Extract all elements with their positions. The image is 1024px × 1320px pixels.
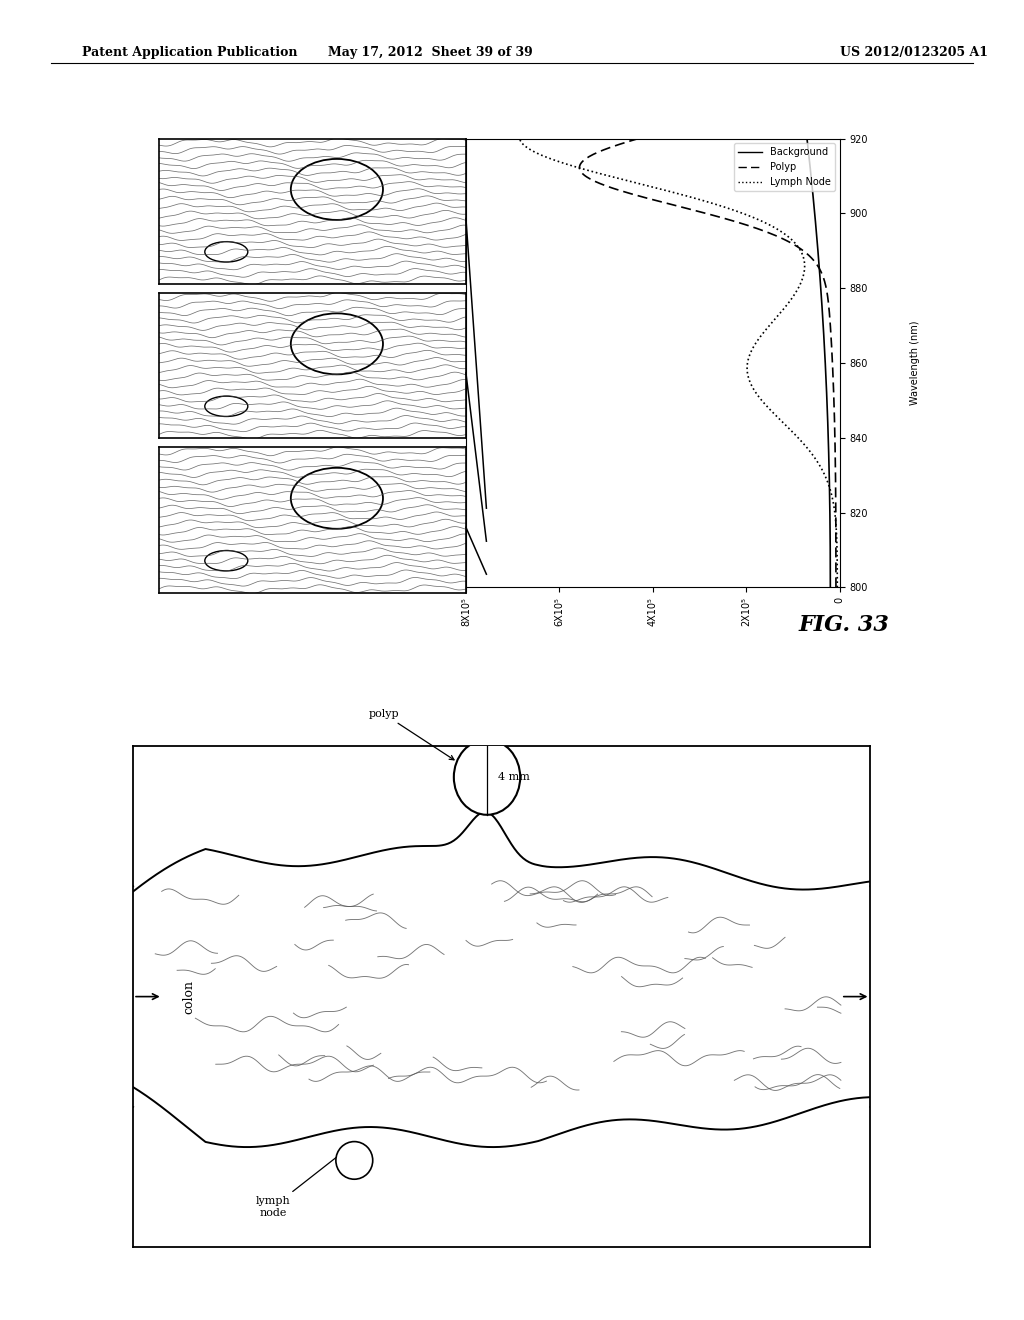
Ellipse shape bbox=[336, 1142, 373, 1179]
Ellipse shape bbox=[454, 739, 520, 814]
Line: Background: Background bbox=[807, 139, 830, 587]
Text: May 17, 2012  Sheet 39 of 39: May 17, 2012 Sheet 39 of 39 bbox=[328, 46, 532, 59]
Polyp bbox=[808, 253, 820, 269]
Background bbox=[821, 401, 834, 417]
Lymph Node bbox=[831, 579, 844, 595]
Legend: Background, Polyp, Lymph Node: Background, Polyp, Lymph Node bbox=[734, 144, 835, 191]
Lymph Node bbox=[798, 253, 810, 269]
Background bbox=[813, 253, 825, 269]
Polyp bbox=[829, 525, 842, 541]
Background bbox=[813, 256, 825, 272]
Text: FIG. 33: FIG. 33 bbox=[799, 614, 890, 636]
Line: Lymph Node: Lymph Node bbox=[519, 139, 838, 587]
Text: polyp: polyp bbox=[369, 709, 454, 760]
Text: lymph
node: lymph node bbox=[256, 1143, 354, 1217]
Lymph Node bbox=[795, 433, 807, 449]
Polyp bbox=[810, 256, 822, 272]
Polyp bbox=[829, 579, 842, 595]
Text: US 2012/0123205 A1: US 2012/0123205 A1 bbox=[840, 46, 988, 59]
Polyp bbox=[822, 297, 835, 313]
Background bbox=[824, 579, 837, 595]
Polyp bbox=[828, 433, 841, 449]
Background bbox=[824, 525, 837, 541]
Background bbox=[816, 297, 828, 313]
Lymph Node bbox=[513, 131, 525, 147]
Lymph Node bbox=[780, 297, 793, 313]
Line: Polyp: Polyp bbox=[580, 139, 836, 587]
Polyp bbox=[632, 131, 644, 147]
Lymph Node bbox=[799, 256, 811, 272]
Lymph Node bbox=[830, 525, 843, 541]
Y-axis label: Wavelength (nm): Wavelength (nm) bbox=[909, 321, 920, 405]
Polyp bbox=[828, 401, 841, 417]
Text: colon: colon bbox=[182, 979, 195, 1014]
Background bbox=[822, 433, 835, 449]
Lymph Node bbox=[764, 401, 776, 417]
Text: 4 mm: 4 mm bbox=[498, 772, 530, 783]
Text: Patent Application Publication: Patent Application Publication bbox=[82, 46, 297, 59]
Background bbox=[801, 131, 813, 147]
